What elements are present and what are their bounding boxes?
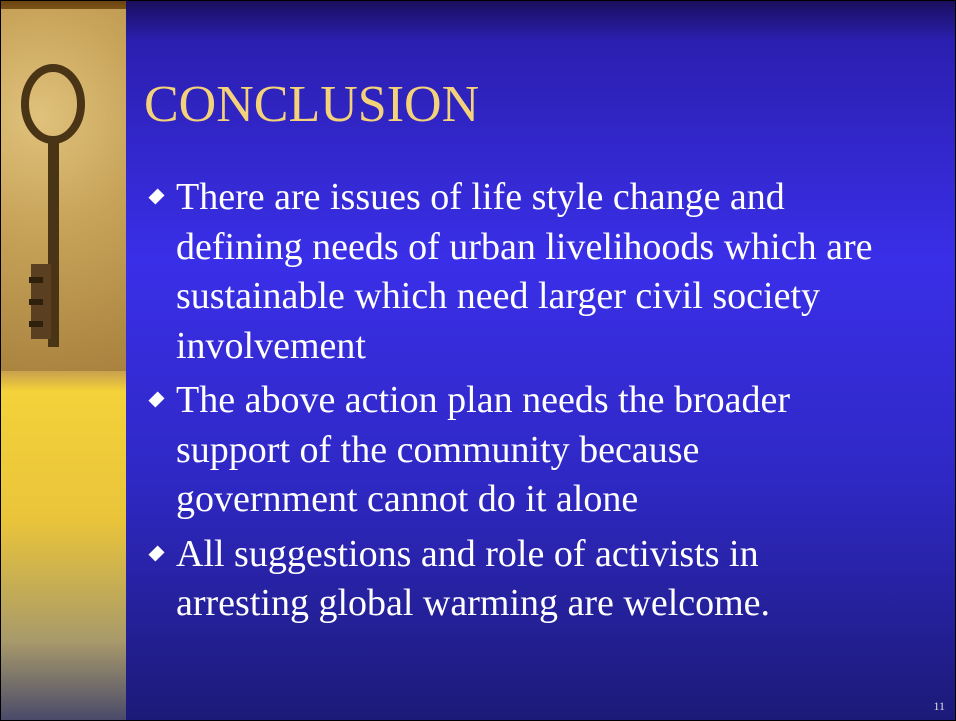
bullet-diamond	[148, 391, 164, 407]
slide: CONCLUSION There are issues of life styl…	[0, 0, 956, 721]
bullet-item: All suggestions and role of activists in…	[144, 530, 884, 629]
bullet-text: There are issues of life style change an…	[176, 176, 872, 367]
bullet-text: All suggestions and role of activists in…	[176, 533, 770, 625]
bullet-item: There are issues of life style change an…	[144, 173, 884, 371]
key-image	[1, 9, 126, 371]
bullet-item: The above action plan needs the broader …	[144, 376, 884, 525]
page-number: 11	[933, 699, 945, 714]
bullet-list: There are issues of life style change an…	[144, 173, 884, 634]
bullet-text: The above action plan needs the broader …	[176, 379, 790, 520]
bullet-diamond	[148, 545, 164, 561]
bullet-diamond	[148, 188, 164, 204]
slide-title: CONCLUSION	[144, 75, 479, 134]
side-strip	[1, 1, 126, 720]
key-drawing	[1, 9, 126, 371]
